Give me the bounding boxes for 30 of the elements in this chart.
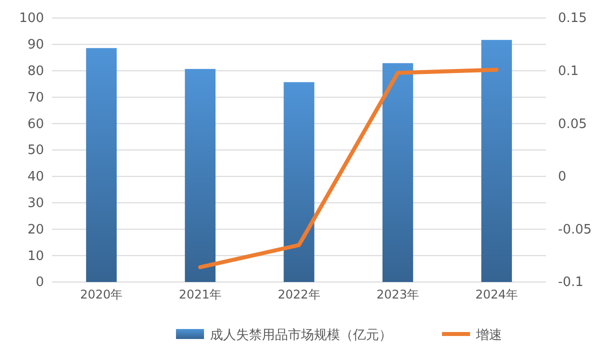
- x-tick-label: 2023年: [376, 288, 420, 302]
- y-tick-label: 30: [27, 196, 44, 211]
- y2-tick-label: 0.05: [558, 116, 587, 132]
- y-tick-label: 90: [27, 38, 44, 53]
- x-tick-label: 2024年: [475, 288, 518, 302]
- bar: [481, 40, 512, 282]
- y-tick-label: 70: [27, 90, 44, 106]
- y-tick-label: 60: [27, 116, 44, 132]
- x-tick-label: 2021年: [178, 288, 222, 302]
- y-tick-label: 40: [27, 170, 44, 185]
- y-tick-label: 0: [36, 275, 44, 290]
- y2-tick-label: 0: [558, 170, 566, 185]
- y-tick-label: 10: [27, 248, 44, 264]
- y2-tick-label: -0.05: [558, 222, 592, 238]
- y2-tick-label: 0.1: [558, 64, 579, 79]
- y2-tick-label: 0.15: [558, 11, 587, 26]
- legend-label: 增速: [475, 328, 502, 343]
- x-tick-label: 2022年: [278, 288, 320, 302]
- y2-tick-label: -0.1: [558, 275, 584, 290]
- x-tick-label: 2020年: [80, 288, 123, 302]
- y-tick-label: 80: [27, 64, 44, 79]
- bar: [86, 48, 117, 282]
- bar: [382, 63, 414, 282]
- y-tick-label: 50: [27, 143, 44, 158]
- legend-label: 成人失禁用品市场规模（亿元）: [210, 328, 392, 343]
- y-tick-label: 20: [27, 222, 44, 238]
- bar: [184, 68, 216, 282]
- bar: [284, 82, 314, 282]
- y-tick-label: 100: [19, 11, 44, 26]
- line-series: [198, 68, 499, 270]
